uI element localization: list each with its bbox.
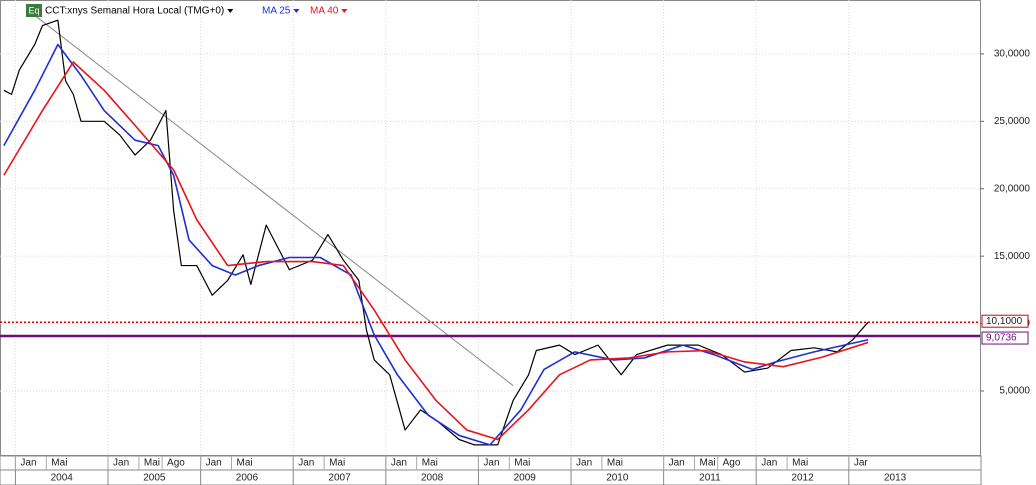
year-label: 2004 xyxy=(51,473,74,484)
moving-average xyxy=(3,43,869,446)
x-tick-label: Mai xyxy=(607,458,623,469)
x-tick-label: Ago xyxy=(723,458,741,469)
legend-dropdown xyxy=(293,9,300,13)
x-tick-label: Mai xyxy=(236,458,252,469)
badge xyxy=(26,4,42,17)
x-tick-label: Mai xyxy=(792,458,808,469)
legend-label[interactable]: MA 40 xyxy=(310,6,339,17)
plot-area xyxy=(0,0,981,456)
level-label-box xyxy=(981,331,1029,345)
x-tick-label: Mai xyxy=(514,458,530,469)
year-label: 2007 xyxy=(328,473,351,484)
year-label: 2006 xyxy=(236,473,259,484)
level-label: 10,1000 xyxy=(986,316,1023,327)
x-tick-label: Jan xyxy=(113,458,129,469)
y-tick-label: 25,0000 xyxy=(994,116,1031,127)
year-label: 2011 xyxy=(699,473,721,484)
level-label-box xyxy=(981,314,1029,328)
y-tick-label: 30,0000 xyxy=(994,49,1031,60)
y-tick-label: 15,0000 xyxy=(994,251,1031,262)
legend-dropdown xyxy=(227,9,234,13)
moving-average xyxy=(3,61,869,441)
year-label: 2005 xyxy=(143,473,166,484)
year-label: 2009 xyxy=(514,473,537,484)
legend: Eq CCT:xnys Semanal Hora Local (TMG+0) M… xyxy=(26,4,339,17)
year-label: 2012 xyxy=(791,473,814,484)
x-tick-label: Jan xyxy=(20,458,36,469)
y-tick-label: 5,0000 xyxy=(999,386,1030,397)
legend-dropdown xyxy=(341,9,348,13)
x-tick-label: Jan xyxy=(576,458,592,469)
year-label: 2013 xyxy=(884,473,907,484)
x-tick-label: Jan xyxy=(206,458,222,469)
year-label: 2010 xyxy=(606,473,629,484)
x-tick-label: Jan xyxy=(298,458,314,469)
y-tick-label: 20,0000 xyxy=(994,183,1031,194)
legend-label[interactable]: MA 25 xyxy=(262,6,291,17)
x-tick-label: Jan xyxy=(391,458,407,469)
y-axis-panel xyxy=(981,0,1036,485)
x-tick-label: Jan xyxy=(761,458,777,469)
level-label: 9,0736 xyxy=(986,333,1017,344)
x-tick-label: Jar xyxy=(854,458,869,469)
year-label: 2008 xyxy=(421,473,444,484)
x-tick-label: Mai xyxy=(699,458,715,469)
x-tick-label: Mai xyxy=(144,458,160,469)
legend-label[interactable]: CCT:xnys Semanal Hora Local (TMG+0) xyxy=(45,6,224,17)
x-tick-label: Mai xyxy=(51,458,67,469)
x-tick-label: Mai xyxy=(422,458,438,469)
x-tick-label: Jan xyxy=(483,458,499,469)
x-tick-label: Mai xyxy=(329,458,345,469)
x-tick-label: Jan xyxy=(669,458,685,469)
badge-label: Eq xyxy=(28,5,39,15)
x-tick-label: Ago xyxy=(167,458,185,469)
